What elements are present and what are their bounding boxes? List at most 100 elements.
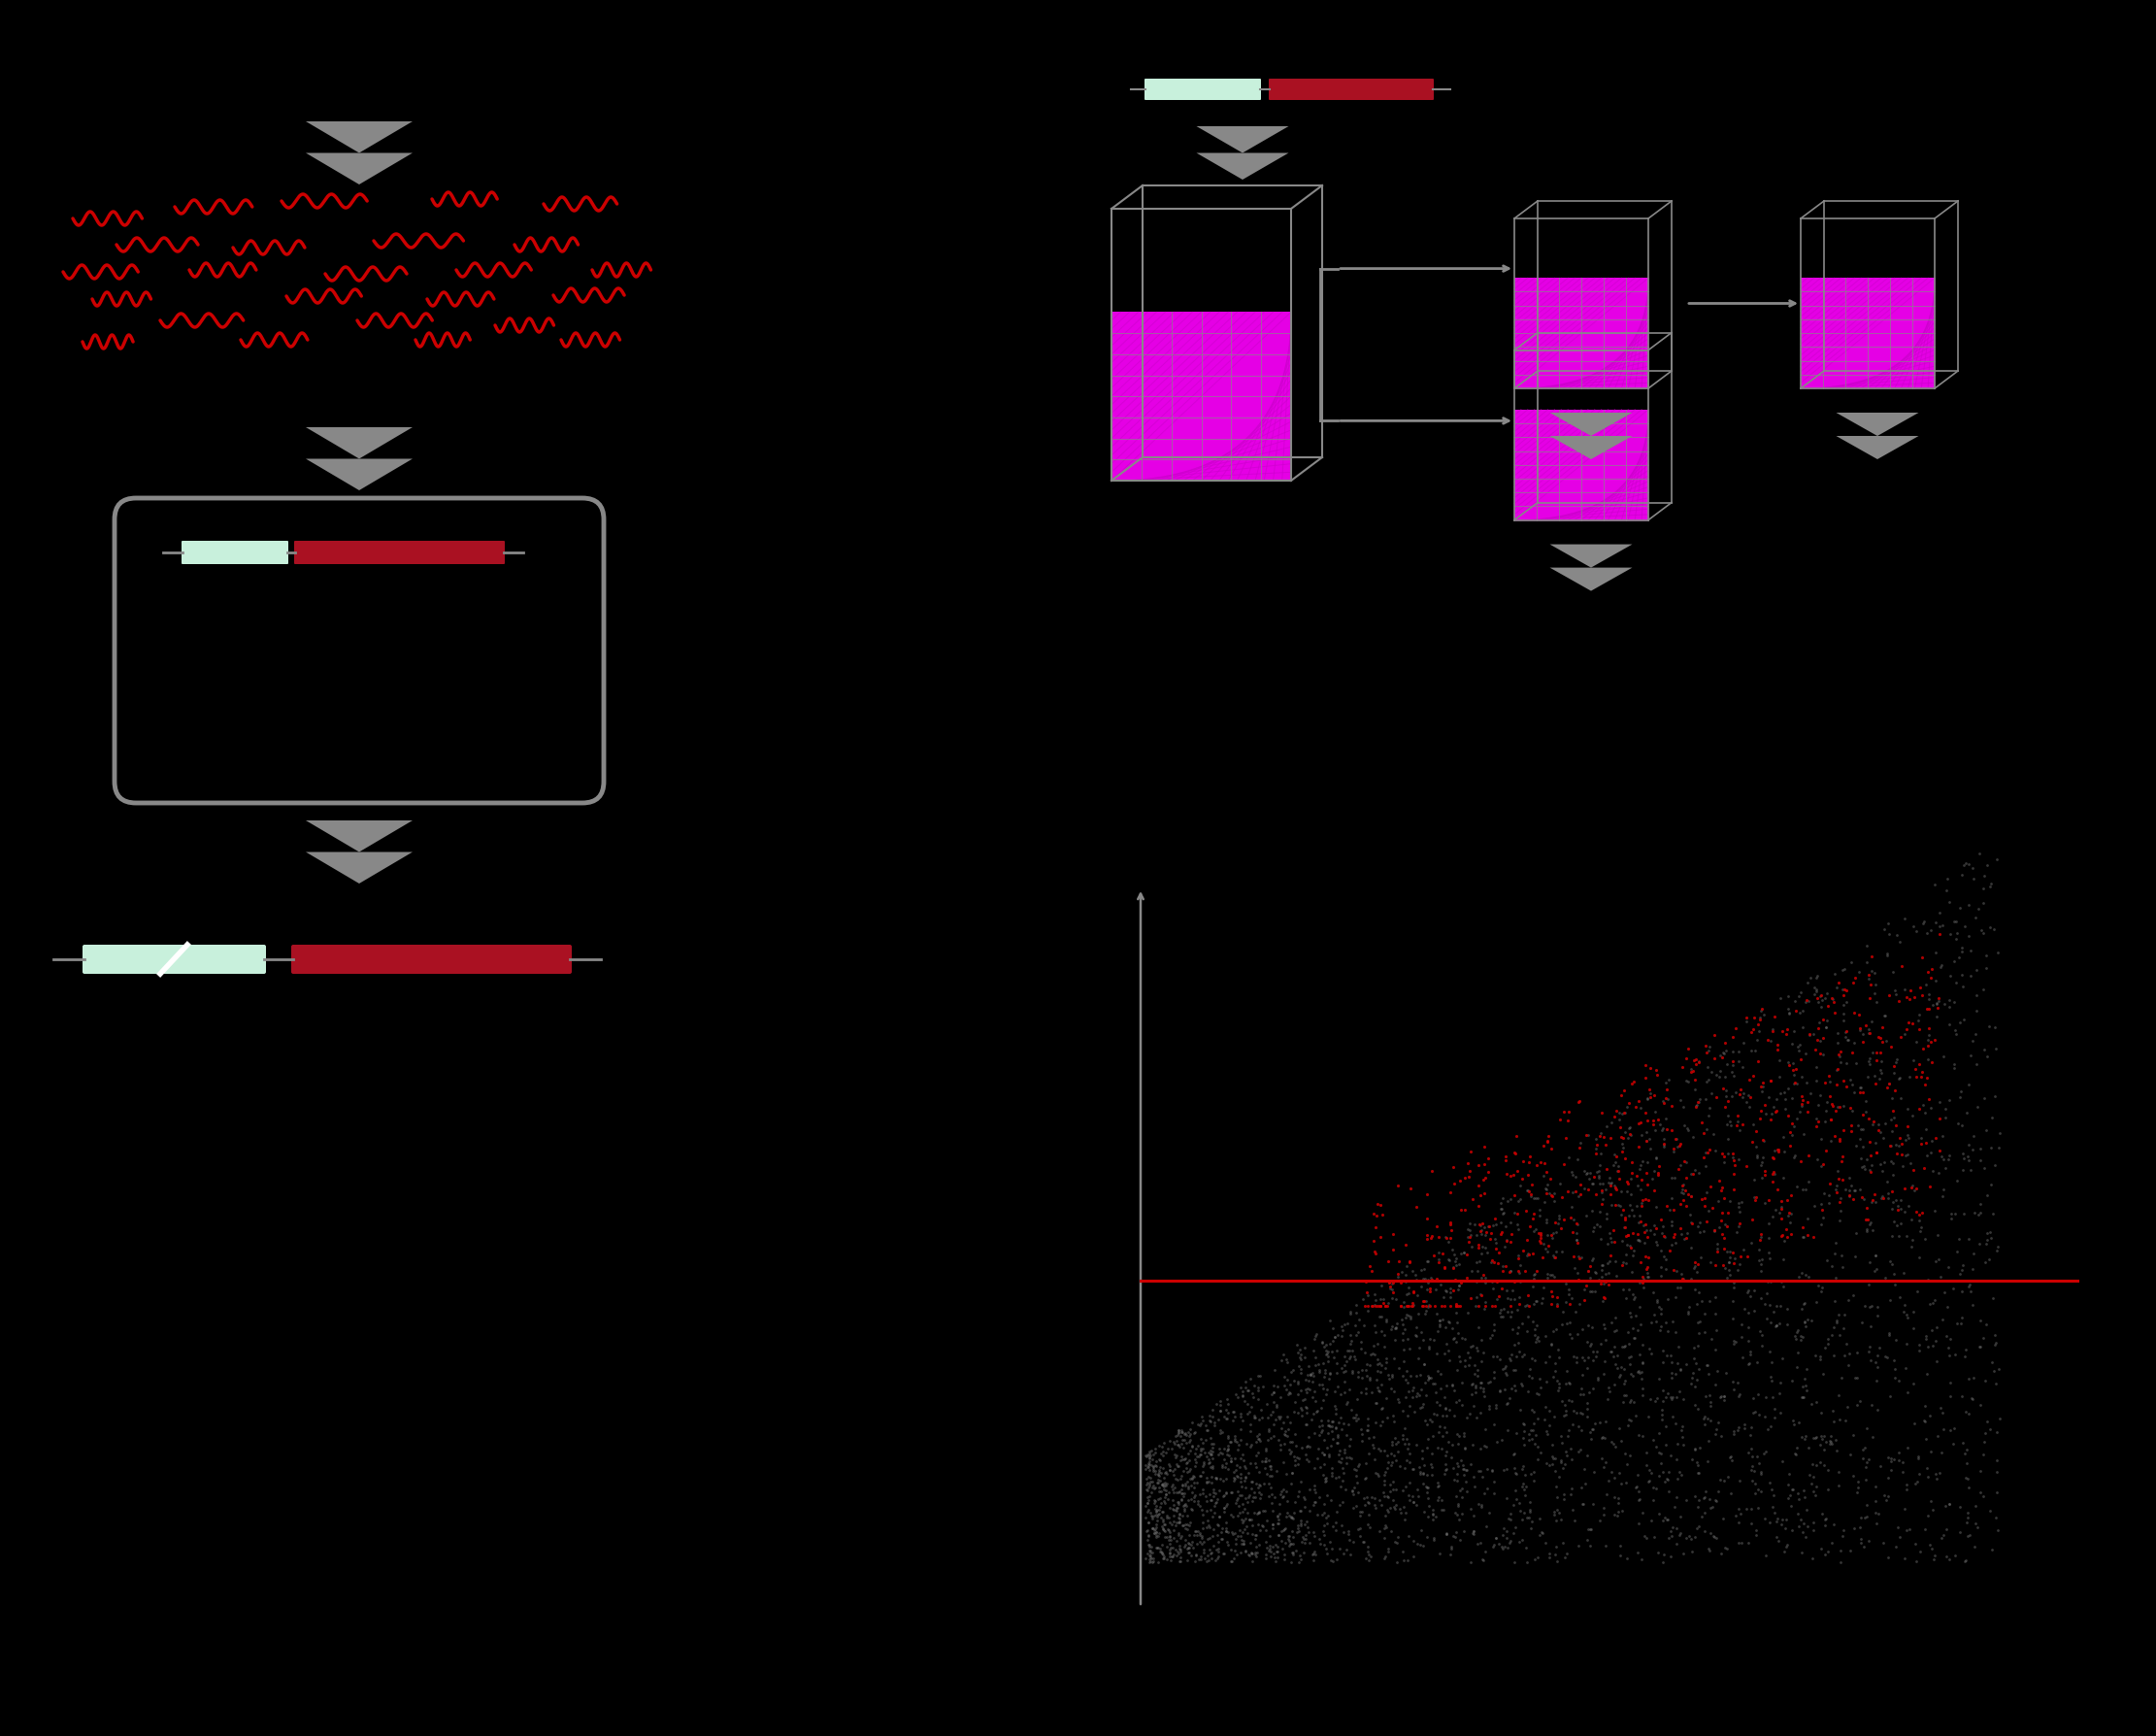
Point (1259, 1406, 1294, 1434)
Point (1524, 1224, 1559, 1252)
Point (1615, 1219, 1649, 1246)
Point (1158, 1536, 1192, 1564)
Point (1531, 1238, 1565, 1266)
Point (1716, 1160, 1751, 1187)
Point (1490, 1484, 1524, 1512)
Point (1733, 1495, 1768, 1522)
Point (1945, 1156, 1979, 1184)
Point (1384, 1292, 1419, 1319)
Point (1201, 1510, 1235, 1538)
Point (1218, 1489, 1253, 1517)
Point (1742, 1246, 1777, 1274)
Point (1968, 943, 2003, 970)
Point (1630, 1439, 1664, 1467)
Point (1337, 1474, 1371, 1502)
Point (1143, 1457, 1177, 1484)
Point (1667, 1264, 1701, 1292)
Point (1498, 1476, 1533, 1503)
Point (1326, 1342, 1360, 1370)
Point (1414, 1364, 1449, 1392)
Point (1169, 1472, 1203, 1500)
Point (1266, 1448, 1300, 1476)
Point (1826, 1007, 1861, 1035)
Point (1874, 1132, 1908, 1160)
Point (1143, 1535, 1177, 1562)
Point (1542, 1373, 1576, 1401)
Point (1912, 1085, 1947, 1113)
Point (1712, 1238, 1746, 1266)
Point (1805, 981, 1839, 1009)
Point (1171, 1535, 1205, 1562)
Point (1156, 1516, 1190, 1543)
Point (1322, 1429, 1356, 1457)
Point (1649, 1465, 1684, 1493)
Point (1373, 1316, 1408, 1344)
Point (1669, 1524, 1703, 1552)
Point (1649, 1430, 1684, 1458)
Point (1889, 1330, 1923, 1358)
Point (1919, 1248, 1953, 1276)
Point (1874, 1147, 1908, 1175)
Point (1751, 1026, 1785, 1054)
Point (1785, 1175, 1820, 1203)
Point (1753, 1469, 1787, 1496)
Point (1259, 1538, 1294, 1566)
Point (1272, 1522, 1307, 1550)
Point (1156, 1458, 1190, 1486)
Point (1427, 1496, 1462, 1524)
Point (1759, 1085, 1794, 1113)
Point (1369, 1502, 1404, 1529)
Point (1880, 1191, 1915, 1219)
Point (1296, 1547, 1330, 1575)
Point (1680, 1366, 1714, 1394)
Point (1595, 1309, 1630, 1337)
Point (1175, 1463, 1210, 1491)
Point (1475, 1246, 1509, 1274)
Point (1369, 1292, 1404, 1319)
Point (1548, 1288, 1583, 1316)
Point (1503, 1267, 1537, 1295)
Point (1753, 1068, 1787, 1095)
Point (1496, 1161, 1531, 1189)
Point (1184, 1519, 1218, 1547)
Point (1313, 1432, 1348, 1460)
Point (1343, 1450, 1378, 1477)
Point (1410, 1474, 1445, 1502)
Point (1908, 1516, 1943, 1543)
Point (1744, 1151, 1779, 1179)
Point (1740, 1517, 1774, 1545)
Point (1565, 1380, 1600, 1408)
Point (1815, 984, 1850, 1012)
Point (1227, 1467, 1261, 1495)
Point (1386, 1425, 1421, 1453)
Point (1363, 1285, 1397, 1312)
Point (1132, 1531, 1166, 1559)
Point (1380, 1522, 1414, 1550)
Point (1805, 1210, 1839, 1238)
Point (1671, 1219, 1705, 1246)
Point (1449, 1477, 1483, 1505)
Point (1861, 1396, 1895, 1424)
Point (1876, 1196, 1910, 1224)
Point (1511, 1142, 1546, 1170)
Point (1595, 1342, 1630, 1370)
Point (1930, 865, 1964, 892)
Point (1529, 1529, 1563, 1557)
Point (1382, 1389, 1416, 1417)
Point (1281, 1512, 1315, 1540)
Point (1263, 1517, 1298, 1545)
Point (1391, 1446, 1425, 1474)
Point (1641, 1293, 1675, 1321)
Point (1671, 1035, 1705, 1062)
Point (1692, 1196, 1727, 1224)
Point (1453, 1220, 1488, 1248)
Point (1352, 1352, 1386, 1380)
Point (1731, 1529, 1766, 1557)
Point (1509, 1292, 1544, 1319)
Point (1727, 1080, 1761, 1108)
Point (1962, 1391, 1996, 1418)
Point (1455, 1430, 1490, 1458)
Point (1826, 1516, 1861, 1543)
Point (1876, 1149, 1910, 1177)
Point (1563, 1474, 1598, 1502)
